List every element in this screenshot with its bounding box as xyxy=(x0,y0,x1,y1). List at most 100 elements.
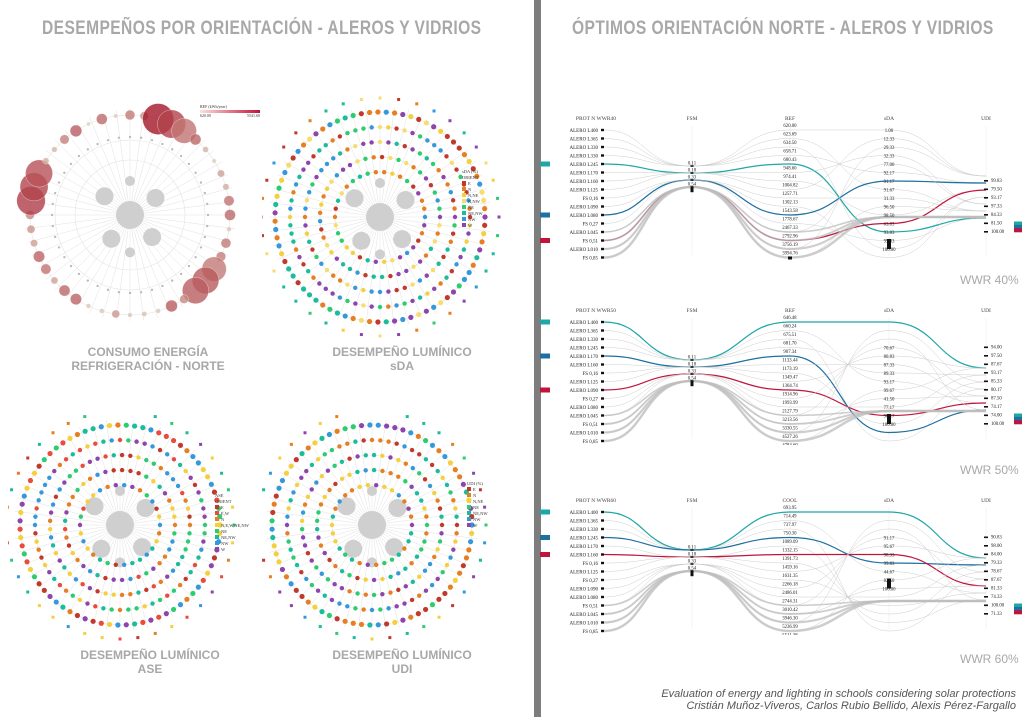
orient-dot xyxy=(431,304,437,310)
orient-dot xyxy=(365,258,370,263)
orient-dot xyxy=(384,621,390,627)
energy-bubble xyxy=(182,277,209,304)
value-label: 974.41 xyxy=(783,175,797,180)
orient-dot xyxy=(454,514,459,519)
orient-dot xyxy=(67,474,72,479)
orient-dot xyxy=(97,557,103,562)
orient-dot xyxy=(287,214,293,220)
orient-dot xyxy=(417,259,423,264)
orient-dot xyxy=(330,514,336,519)
radial-spoke xyxy=(66,433,115,515)
radial-spoke xyxy=(283,222,370,273)
value-label: 1459.16 xyxy=(782,566,798,571)
orient-dot xyxy=(293,247,299,252)
row-marker xyxy=(601,380,604,383)
radial-spoke xyxy=(269,218,369,232)
energy-inner-dot xyxy=(179,272,183,276)
orient-dot xyxy=(299,518,305,524)
legend-label: W xyxy=(473,523,478,528)
udi-marker xyxy=(984,397,988,400)
value-label: 1993.99 xyxy=(782,401,798,406)
highlight-swatch xyxy=(540,238,550,243)
orient-dot xyxy=(347,472,352,478)
energy-inner-dot xyxy=(161,142,164,146)
orient-dot xyxy=(417,593,422,598)
orient-marker xyxy=(282,145,286,149)
orient-dot xyxy=(422,437,429,444)
radial-hub xyxy=(366,203,394,231)
energy-inner-dot xyxy=(63,255,66,259)
orient-dot xyxy=(288,498,293,503)
orient-dot xyxy=(482,214,488,220)
udi-value: 98.00 xyxy=(991,544,1002,549)
axis-header: sDA xyxy=(884,308,894,314)
orient-dot xyxy=(447,584,453,590)
udi-marker xyxy=(984,613,988,615)
radial-spoke xyxy=(273,529,361,566)
legend-swatch xyxy=(215,523,219,527)
row-label: FS 0,51 xyxy=(582,423,598,428)
orient-dot xyxy=(423,253,429,258)
orient-dot xyxy=(417,452,422,457)
orient-marker xyxy=(303,431,307,435)
orient-dot xyxy=(410,465,416,471)
orient-dot xyxy=(63,457,69,462)
orient-dot xyxy=(201,539,206,544)
row-label: ALERO L045 xyxy=(570,414,599,419)
orient-dot xyxy=(301,167,306,172)
udi-highlight-swatch xyxy=(1014,606,1022,611)
orient-dot xyxy=(75,557,80,563)
orient-dot xyxy=(288,206,293,211)
highlight-line xyxy=(603,179,987,216)
orient-dot xyxy=(355,591,360,596)
row-marker xyxy=(601,405,604,409)
udi-marker xyxy=(984,553,988,556)
legend-swatch xyxy=(467,523,471,527)
orient-dot xyxy=(67,609,73,615)
orient-dot xyxy=(466,198,471,203)
orient-dot xyxy=(429,442,436,448)
orient-dot xyxy=(380,453,385,458)
orient-dot xyxy=(329,597,335,603)
orient-dot xyxy=(436,261,441,266)
radial-spoke xyxy=(269,497,361,523)
axis-header: PROT N WWR50 xyxy=(576,308,616,314)
fsm-marker xyxy=(690,549,694,551)
row-marker xyxy=(601,371,604,375)
energy-bubble xyxy=(69,124,82,137)
orient-dot xyxy=(302,502,308,507)
orient-dot xyxy=(144,457,149,463)
orient-dot xyxy=(353,144,358,149)
udi-value: 79.50 xyxy=(991,187,1002,192)
orient-dot xyxy=(24,485,30,491)
row-line xyxy=(603,179,987,241)
orient-dot xyxy=(62,565,67,570)
orient-dot xyxy=(416,311,422,318)
orient-dot xyxy=(34,539,39,544)
orient-dot xyxy=(162,554,168,559)
energy-inner-dot xyxy=(106,288,110,292)
radial-spoke xyxy=(131,526,226,540)
orient-dot xyxy=(288,547,293,552)
orient-dot xyxy=(200,577,206,583)
udi-marker xyxy=(984,604,988,607)
sda-value: 91.17 xyxy=(884,180,895,185)
orient-dot xyxy=(170,437,177,444)
row-label: ALERO L330 xyxy=(570,154,599,159)
row-line xyxy=(603,155,987,205)
radial-spoke xyxy=(331,426,368,514)
orient-dot xyxy=(98,620,104,626)
orient-dot xyxy=(403,479,408,484)
orient-dot xyxy=(294,482,300,488)
radial-spoke xyxy=(280,530,362,579)
orient-dot xyxy=(310,182,315,187)
orient-dot xyxy=(286,539,291,544)
row-marker xyxy=(601,171,604,174)
legend-label: E xyxy=(473,487,476,492)
orient-dot xyxy=(453,506,458,511)
orient-dot xyxy=(435,198,440,203)
orient-dot xyxy=(377,304,383,310)
radial-spoke xyxy=(381,106,395,206)
orient-dot xyxy=(325,577,331,582)
radial-spoke xyxy=(115,109,129,204)
